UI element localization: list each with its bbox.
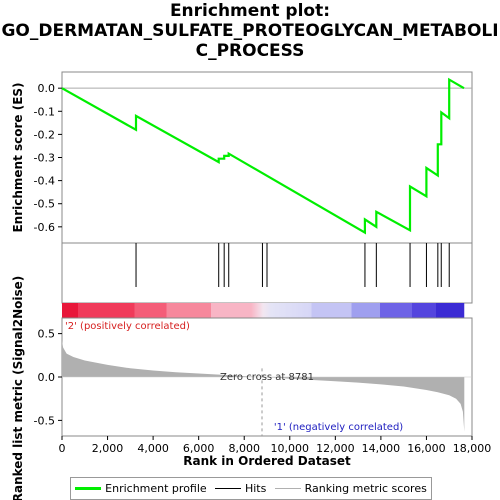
legend-swatch <box>215 488 241 489</box>
es-ytick-label: -0.5 <box>34 198 55 211</box>
x-axis-label: Rank in Ordered Dataset <box>183 454 351 468</box>
negative-correlation-label: '1' (negatively correlated) <box>274 422 403 433</box>
xtick-label: 18,000 <box>453 442 492 455</box>
metric-ytick-label: 0.5 <box>38 328 56 341</box>
xtick-label: 16,000 <box>407 442 446 455</box>
metric-ytick-label: -0.5 <box>34 414 55 427</box>
zero-cross-label: Zero cross at 8781 <box>220 372 314 383</box>
xtick-label: 4,000 <box>137 442 169 455</box>
xtick-label: 14,000 <box>362 442 401 455</box>
positive-correlation-label: '2' (positively correlated) <box>65 321 190 332</box>
legend-label: Enrichment profile <box>105 482 207 495</box>
legend-swatch <box>275 488 301 489</box>
rank-color-band <box>62 303 464 318</box>
metric-ytick-label: 0.0 <box>38 371 56 384</box>
es-ytick-label: -0.2 <box>34 128 55 141</box>
legend: Enrichment profile Hits Ranking metric sco… <box>70 477 432 500</box>
es-ytick-label: -0.6 <box>34 221 55 234</box>
metric-y-axis-label: Ranked list metric (Signal2Noise) <box>11 276 25 500</box>
xtick-label: 2,000 <box>92 442 124 455</box>
legend-label: Ranking metric scores <box>305 482 427 495</box>
legend-item: Hits <box>215 482 266 495</box>
es-y-axis-label: Enrichment score (ES) <box>11 82 25 232</box>
legend-label: Hits <box>245 482 266 495</box>
es-ytick-label: 0.0 <box>38 82 56 95</box>
ranking-metric-area <box>62 341 464 432</box>
xtick-label: 0 <box>59 442 66 455</box>
legend-swatch <box>75 487 101 490</box>
es-ytick-label: -0.1 <box>34 105 55 118</box>
es-ytick-label: -0.3 <box>34 152 55 165</box>
legend-item: Ranking metric scores <box>275 482 427 495</box>
legend-item: Enrichment profile <box>75 482 207 495</box>
es-ytick-label: -0.4 <box>34 175 55 188</box>
